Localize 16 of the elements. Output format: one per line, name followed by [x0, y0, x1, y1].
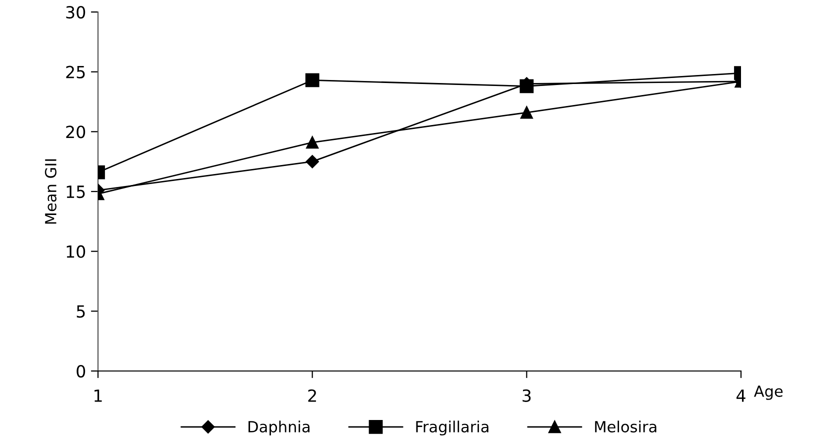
x-tick-label: 2 — [308, 389, 316, 402]
x-tick-label: 1 — [94, 390, 102, 402]
legend-label: Daphnia — [248, 420, 310, 436]
y-tick-label: 0 — [76, 364, 86, 378]
y-tick-label: 10 — [66, 245, 86, 258]
legend-label: Melosira — [595, 420, 656, 432]
legend-label: Fragillaria — [416, 420, 488, 436]
y-axis-title: Mean GII — [44, 159, 56, 224]
y-tick-label: 30 — [66, 6, 86, 19]
y-tick-label: 25 — [66, 66, 85, 78]
y-tick-label: 20 — [66, 126, 86, 138]
y-tick-label: 5 — [76, 305, 85, 318]
x-axis-title: Age — [754, 386, 783, 400]
y-tick-label: 15 — [66, 186, 85, 198]
x-tick-label: 4 — [736, 390, 746, 402]
x-tick-label: 3 — [522, 389, 531, 402]
